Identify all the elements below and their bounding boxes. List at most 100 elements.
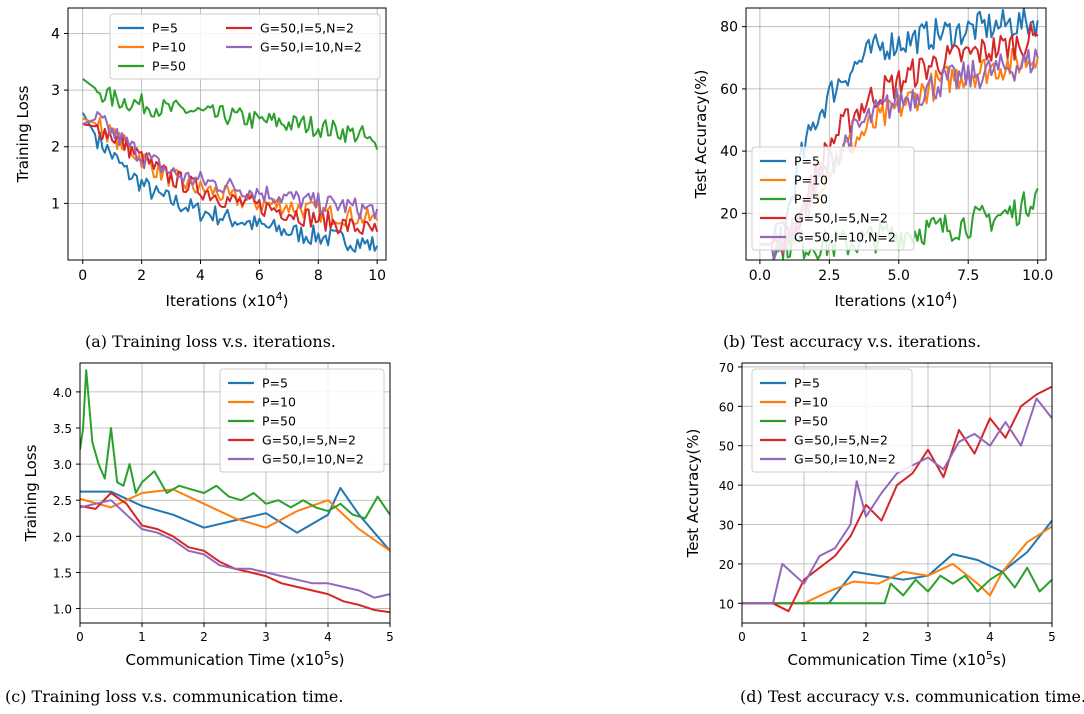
caption-a: (a) Training loss v.s. iterations. [85, 332, 336, 351]
series-line-g-50-i-5-n-2 [80, 492, 390, 614]
y-tick-label: 4.0 [53, 386, 72, 400]
x-tick-label: 2.5 [818, 268, 840, 284]
x-tick-label: 0 [76, 630, 84, 644]
x-axis-label: Iterations (x104) [835, 290, 958, 311]
series-line-p-50 [742, 566, 1052, 605]
y-tick-label: 40 [719, 479, 734, 493]
x-axis-label: Communication Time (x105s) [126, 649, 345, 670]
y-tick-label: 60 [719, 400, 734, 414]
chart-d-test-accuracy-vs-communication-time: 0 1 2 3 4 5 10 20 30 40 50 60 70 Communication Time (… [660, 355, 1080, 680]
x-tick-label: 0 [78, 268, 87, 284]
series-group [742, 385, 1052, 613]
y-tick-label: 3 [51, 83, 60, 99]
legend-label-g-50-i-5-n-2: G=50,I=5,N=2 [260, 21, 354, 36]
x-tick-label: 10 [368, 268, 386, 284]
series-line-p-5 [742, 519, 1052, 605]
y-tick-label: 10 [719, 597, 734, 611]
y-tick-label: 20 [719, 558, 734, 572]
x-tick-label: 3 [924, 630, 932, 644]
legend-label-g-50-i-10-n-2: G=50,I=10,N=2 [260, 40, 362, 55]
series-line-p-5 [80, 486, 390, 552]
y-axis-label: Test Accuracy(%) [692, 70, 710, 200]
legend-label-p-10: P=10 [794, 395, 828, 410]
legend-label-g-50-i-10-n-2: G=50,I=10,N=2 [262, 452, 364, 467]
y-axis-label: Test Accuracy(%) [684, 429, 702, 559]
y-tick-label: 50 [719, 440, 734, 454]
chart-b-svg: 0.0 2.5 5.0 7.5 10.0 20 40 60 80 Iterations (x104… [692, 7, 1053, 311]
y-tick-label: 30 [719, 519, 734, 533]
series-line-g-50-i-5-n-2 [82, 123, 379, 235]
legend-label-p-50: P=50 [152, 59, 186, 74]
legend-label-g-50-i-10-n-2: G=50,I=10,N=2 [794, 452, 896, 467]
y-tick-label: 1.5 [53, 566, 72, 580]
series-line-p-50 [82, 78, 379, 150]
legend-label-p-5: P=5 [794, 376, 820, 391]
series-line-p-10 [80, 488, 390, 552]
series-line-p-10 [742, 525, 1052, 605]
legend: P=5 P=10 P=50 G=50,I=5,N=2 G=50,I=10,N=2 [109, 13, 381, 80]
y-tick-label: 1.0 [53, 603, 72, 617]
legend: P=5 P=10 P=50 G=50,I=5,N=2 G=50,I=10,N=2 [751, 146, 915, 251]
chart-c-training-loss-vs-communication-time: 0 1 2 3 4 5 1.0 1.5 2.0 2.5 3.0 3.5 4.0 Communication… [0, 355, 400, 680]
y-tick-label: 3.0 [53, 458, 72, 472]
caption-c: (c) Training loss v.s. communication tim… [5, 687, 344, 706]
series-line-p-10 [82, 116, 379, 227]
x-axis-label: Communication Time (x105s) [788, 649, 1007, 670]
y-tick-label: 2.5 [53, 494, 72, 508]
y-tick-label: 2.0 [53, 530, 72, 544]
series-group [80, 369, 390, 614]
series-group [81, 78, 379, 253]
y-tick-label: 20 [720, 206, 738, 222]
plot-frame [79, 362, 391, 624]
plot-frame [67, 7, 387, 261]
x-tick-label: 2 [137, 268, 146, 284]
legend-label-p-5: P=5 [152, 21, 178, 36]
x-tick-label: 7.5 [957, 268, 979, 284]
legend-label-g-50-i-5-n-2: G=50,I=5,N=2 [262, 433, 356, 448]
x-tick-label: 5 [386, 630, 394, 644]
legend-label-p-10: P=10 [262, 395, 296, 410]
legend-label-g-50-i-10-n-2: G=50,I=10,N=2 [794, 230, 896, 245]
legend-box [751, 146, 915, 251]
legend-label-p-5: P=5 [262, 376, 288, 391]
y-tick-label: 3.5 [53, 422, 72, 436]
series-line-g-50-i-10-n-2 [80, 499, 390, 599]
plot-frame [741, 362, 1053, 624]
x-tick-label: 5 [1048, 630, 1056, 644]
x-tick-label: 8 [314, 268, 323, 284]
series-line-p-5 [81, 112, 379, 253]
x-tick-label: 0.0 [749, 268, 771, 284]
y-tick-label: 60 [720, 82, 738, 98]
y-tick-label: 1 [51, 196, 60, 212]
y-axis-label: Training Loss [14, 85, 32, 183]
legend-label-g-50-i-5-n-2: G=50,I=5,N=2 [794, 433, 888, 448]
x-tick-label: 10.0 [1022, 268, 1053, 284]
y-axis-label: Training Loss [22, 444, 40, 542]
x-tick-label: 4 [986, 630, 994, 644]
legend-label-p-50: P=50 [794, 192, 828, 207]
y-tick-label: 70 [719, 361, 734, 375]
series-line-g-50-i-10-n-2 [742, 397, 1052, 605]
series-line-g-50-i-10-n-2 [82, 110, 379, 220]
series-line-p-5 [759, 8, 1039, 246]
legend-label-p-50: P=50 [262, 414, 296, 429]
x-tick-label: 6 [255, 268, 264, 284]
legend-label-p-10: P=10 [152, 40, 186, 55]
chart-b-test-accuracy-vs-iterations: 0.0 2.5 5.0 7.5 10.0 20 40 60 80 Iterations (x104… [660, 0, 1080, 325]
legend: P=5 P=10 P=50 G=50,I=5,N=2 G=50,I=10,N=2 [219, 368, 385, 473]
y-tick-label: 80 [720, 20, 738, 36]
y-tick-label: 40 [720, 144, 738, 160]
y-tick-label: 2 [51, 140, 60, 156]
chart-c-svg: 0 1 2 3 4 5 1.0 1.5 2.0 2.5 3.0 3.5 4.0 Communication… [22, 362, 394, 670]
y-tick-label: 4 [51, 26, 60, 42]
x-tick-label: 2 [862, 630, 870, 644]
legend-label-p-5: P=5 [794, 154, 820, 169]
legend-box [219, 368, 385, 473]
x-tick-label: 5.0 [888, 268, 910, 284]
x-tick-label: 2 [200, 630, 208, 644]
x-tick-label: 4 [196, 268, 205, 284]
series-line-p-50 [80, 369, 390, 520]
caption-d: (d) Test accuracy v.s. communication tim… [740, 687, 1084, 706]
